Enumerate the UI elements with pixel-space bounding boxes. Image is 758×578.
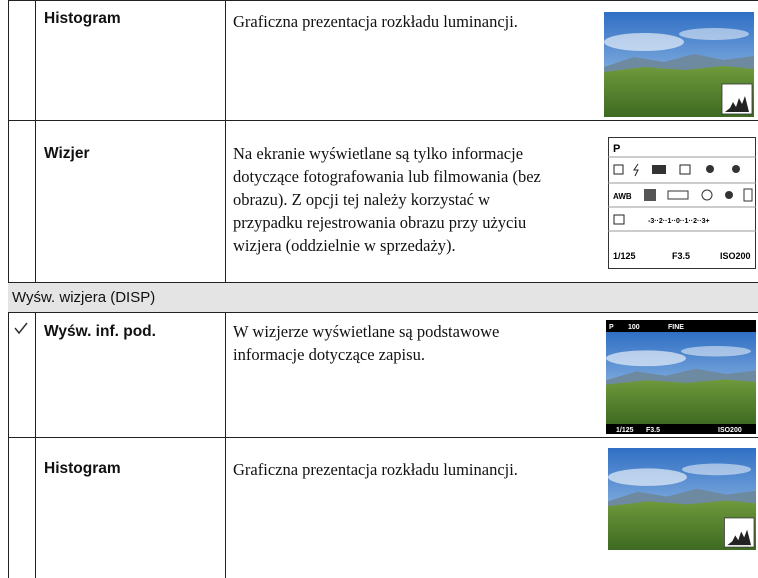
section-header: Wyśw. wizjera (DISP): [8, 283, 758, 312]
rule: [8, 437, 758, 438]
section-title: Wyśw. wizjera (DISP): [12, 289, 156, 306]
screen-text: 100: [628, 324, 640, 331]
rule: [225, 0, 226, 283]
option-description: Graficzna prezentacja rozkładu luminancj…: [233, 12, 518, 31]
default-check: [14, 322, 28, 335]
screen-text: FINE: [668, 324, 684, 331]
histogram-preview: [602, 12, 756, 117]
rule: [8, 312, 9, 578]
rule: [8, 282, 758, 283]
option-name: Wizjer: [44, 145, 90, 162]
viewfinder-screen: P AWB -3··2··1··0··1··2··3+ 1/125 F3.5 I…: [608, 137, 756, 269]
option-description: W wizjerze wyświetlane są podstawowe inf…: [233, 322, 500, 364]
screen-text: ISO200: [720, 251, 751, 261]
rule: [8, 0, 758, 1]
rule: [8, 120, 758, 121]
option-description: Graficzna prezentacja rozkładu luminancj…: [233, 460, 518, 479]
screen-text: F3.5: [646, 427, 660, 434]
rule: [8, 312, 758, 313]
screen-text: ISO200: [718, 427, 742, 434]
screen-text: AWB: [613, 192, 632, 201]
basic-info-preview: P 100 FINE 1/125 F3.5 ISO200: [606, 320, 756, 434]
screen-text: F3.5: [672, 251, 690, 261]
option-name: Histogram: [44, 10, 121, 27]
rule: [8, 0, 9, 283]
screen-text: 1/125: [613, 251, 636, 261]
screen-text: P: [609, 324, 614, 331]
option-description: Na ekranie wyświetlane są tylko informac…: [233, 144, 541, 255]
rule: [35, 0, 36, 283]
option-name: Wyśw. inf. pod.: [44, 323, 156, 340]
screen-text: P: [613, 143, 620, 155]
rule: [225, 312, 226, 578]
screen-text: 1/125: [616, 427, 634, 434]
option-name: Histogram: [44, 460, 121, 477]
rule: [35, 312, 36, 578]
screen-text: -3··2··1··0··1··2··3+: [648, 218, 710, 225]
histogram-preview: [608, 448, 756, 550]
